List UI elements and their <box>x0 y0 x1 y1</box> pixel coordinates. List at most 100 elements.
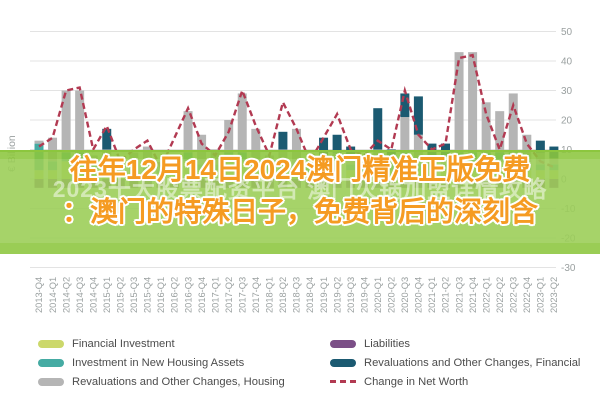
bar-segment <box>75 90 85 153</box>
bar-segment <box>319 137 329 156</box>
y-tick-label: 30 <box>561 86 573 97</box>
y-tick-label: 20 <box>561 116 573 127</box>
bar-segment <box>373 108 383 150</box>
title-line-1: 往年12月14日2024澳门精准正版免费 <box>69 154 531 185</box>
legend-color-swatch-icon <box>38 358 64 367</box>
bar-segment <box>400 93 410 118</box>
x-axis-labels: 2013-Q4 2014-Q1 2014-Q2 2014-Q3 2014-Q4 2015-… <box>34 277 559 313</box>
x-tick-label: 2014-Q3 <box>75 277 85 313</box>
legend-color-swatch-icon <box>330 358 356 367</box>
y-tick-label: 40 <box>561 57 573 68</box>
x-tick-label: 2017-Q2 <box>224 277 234 313</box>
x-tick-label: 2021-Q2 <box>441 277 451 313</box>
x-tick-label: 2013-Q4 <box>34 277 44 313</box>
legend-item-label: Financial Investment <box>72 337 175 350</box>
bar-segment <box>102 128 112 150</box>
bar-segment <box>413 96 423 135</box>
bar-segment <box>34 140 44 144</box>
chart-legend: Financial Investment Investment in New Ho… <box>0 332 600 396</box>
overlay-band <box>0 150 600 254</box>
bar-segment <box>48 137 58 162</box>
watermark-text: 2023十大股票配资平台 澳门火锅加盟详情攻略 <box>52 176 548 202</box>
legend-item: Change in Net Worth <box>330 372 580 391</box>
x-tick-label: 2014-Q2 <box>61 277 71 313</box>
bar-segment <box>441 143 450 156</box>
x-tick-label: 2019-Q4 <box>359 277 369 313</box>
bar-segment <box>535 140 545 153</box>
legend-col-1: Financial Investment Investment in New Ho… <box>38 334 285 391</box>
x-tick-label: 2016-Q4 <box>197 277 207 313</box>
bar-segment <box>237 93 247 153</box>
x-tick-label: 2021-Q1 <box>427 277 437 313</box>
bar-segment <box>454 52 464 153</box>
bar-segment <box>413 134 423 165</box>
x-tick-label: 2015-Q2 <box>116 277 126 313</box>
bar-segment <box>481 102 491 153</box>
bar-segment <box>332 134 342 153</box>
x-tick-label: 2017-Q4 <box>251 277 261 313</box>
x-tick-label: 2016-Q3 <box>183 277 193 313</box>
x-tick-label: 2018-Q4 <box>305 277 315 313</box>
x-tick-label: 2015-Q3 <box>129 277 139 313</box>
bar-segment <box>522 134 532 165</box>
bar-segment <box>197 134 207 165</box>
x-tick-label: 2019-Q3 <box>346 277 356 313</box>
bar-segment <box>468 52 478 153</box>
x-tick-label: 2016-Q1 <box>156 277 166 313</box>
x-tick-label: 2022-Q3 <box>508 277 518 313</box>
x-tick-label: 2014-Q4 <box>88 277 98 313</box>
x-tick-label: 2017-Q3 <box>237 277 247 313</box>
legend-color-swatch-icon <box>38 377 64 386</box>
x-tick-label: 2015-Q4 <box>143 277 153 313</box>
bar-segment <box>291 128 301 165</box>
x-tick-label: 2017-Q1 <box>210 277 220 313</box>
x-tick-label: 2014-Q1 <box>48 277 58 313</box>
x-tick-label: 2021-Q3 <box>454 277 464 313</box>
x-tick-label: 2020-Q4 <box>414 277 424 313</box>
legend-item: Liabilities <box>330 334 580 353</box>
page-title: 往年12月14日2024澳门精准正版免费 ：澳门的特殊日子，免费背后的深刻含 <box>0 149 600 233</box>
x-tick-label: 2022-Q2 <box>495 277 505 313</box>
bar-segment <box>495 111 505 153</box>
legend-dash-swatch-icon <box>330 380 356 383</box>
y-tick-label: 50 <box>561 27 573 38</box>
title-line-2: ：澳门的特殊日子，免费背后的深刻含 <box>61 196 538 227</box>
legend-item: Investment in New Housing Assets <box>38 353 285 372</box>
x-tick-label: 2021-Q4 <box>468 277 478 313</box>
x-tick-label: 2018-Q3 <box>292 277 302 313</box>
x-tick-label: 2020-Q2 <box>387 277 397 313</box>
legend-item: Revaluations and Other Changes, Financia… <box>330 353 580 372</box>
legend-item-label: Revaluations and Other Changes, Financia… <box>364 356 581 369</box>
legend-item: Financial Investment <box>38 334 285 353</box>
bar-segment <box>278 131 288 150</box>
bar-segment <box>183 111 193 153</box>
x-tick-label: 2023-Q1 <box>536 277 546 313</box>
x-tick-label: 2022-Q1 <box>481 277 491 313</box>
bar-segment <box>508 93 518 153</box>
legend-col-2: Liabilities Revaluations and Other Change… <box>330 334 580 391</box>
x-tick-label: 2018-Q2 <box>278 277 288 313</box>
overlay-band-highlight <box>0 159 600 243</box>
x-tick-label: 2020-Q1 <box>373 277 383 313</box>
legend-color-swatch-icon <box>330 339 356 348</box>
x-tick-label: 2015-Q1 <box>102 277 112 313</box>
legend-item-label: Change in Net Worth <box>364 375 469 388</box>
bar-segment <box>224 120 234 153</box>
bar-segment <box>61 90 71 153</box>
legend-item-label: Investment in New Housing Assets <box>72 356 245 369</box>
x-tick-label: 2022-Q4 <box>522 277 532 313</box>
y-tick-label: -30 <box>561 263 576 274</box>
x-tick-label: 2023-Q2 <box>549 277 559 313</box>
x-tick-label: 2020-Q3 <box>400 277 410 313</box>
x-tick-label: 2016-Q2 <box>170 277 180 313</box>
bar-segment <box>251 128 261 165</box>
legend-item-label: Liabilities <box>364 337 411 350</box>
x-tick-label: 2019-Q2 <box>332 277 342 313</box>
legend-color-swatch-icon <box>38 339 64 348</box>
x-tick-label: 2018-Q1 <box>265 277 275 313</box>
bar-segment <box>400 117 410 153</box>
legend-item: Revaluations and Other Changes, Housing <box>38 372 285 391</box>
x-tick-label: 2019-Q1 <box>319 277 329 313</box>
legend-item-label: Revaluations and Other Changes, Housing <box>72 375 285 388</box>
